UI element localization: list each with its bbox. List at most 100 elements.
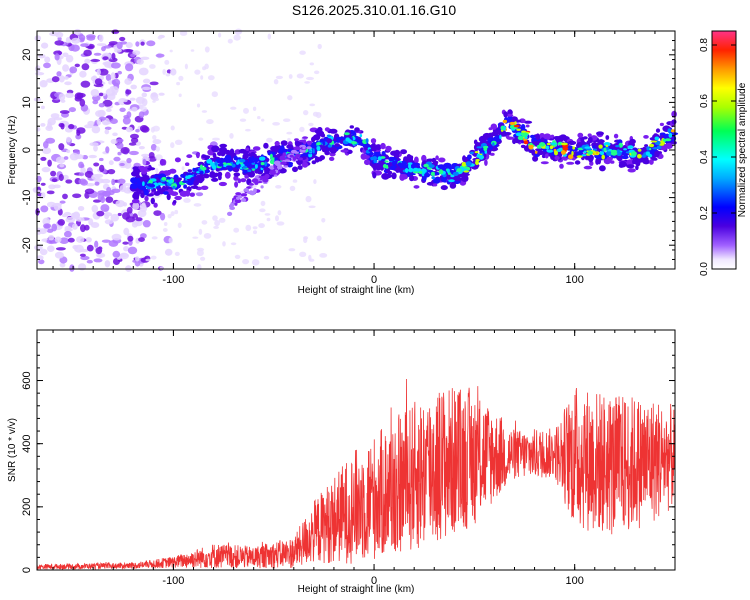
noise-blob bbox=[99, 164, 105, 173]
noise-blob bbox=[89, 142, 99, 147]
noise-blob bbox=[101, 178, 111, 184]
faint-blob bbox=[155, 168, 159, 174]
noise-blob bbox=[72, 193, 82, 199]
noise-blob bbox=[51, 76, 60, 83]
faint-blob bbox=[176, 81, 181, 86]
noise-blob bbox=[140, 233, 147, 239]
noise-blob bbox=[111, 233, 122, 241]
noise-blob bbox=[119, 185, 127, 192]
faint-blob bbox=[207, 75, 215, 81]
ridge-blob bbox=[390, 150, 399, 156]
noise-blob bbox=[101, 239, 111, 243]
ridge-blob bbox=[245, 147, 250, 151]
noise-blob bbox=[43, 141, 49, 149]
noise-blob bbox=[34, 244, 43, 251]
ridge-core-blob bbox=[492, 142, 495, 147]
ridge-blob bbox=[490, 131, 499, 137]
noise-blob bbox=[98, 68, 109, 76]
noise-blob bbox=[64, 225, 72, 231]
faint-blob bbox=[200, 75, 204, 80]
noise-blob bbox=[66, 136, 71, 143]
noise-blob bbox=[40, 156, 47, 161]
ridge-blob bbox=[385, 173, 392, 179]
faint-blob bbox=[155, 154, 163, 161]
ridge-core-blob bbox=[300, 154, 307, 157]
ridge-core-blob bbox=[352, 132, 357, 137]
ridge-core-blob bbox=[456, 168, 462, 172]
colorbar: 0.0 0.2 0.4 0.6 0.8 Normalized spectral ampl… bbox=[699, 30, 748, 276]
noise-blob bbox=[81, 63, 90, 71]
ridge-blob bbox=[147, 167, 156, 171]
ridge-blob bbox=[212, 152, 217, 159]
ridge-blob bbox=[312, 134, 321, 141]
noise-blob bbox=[59, 110, 70, 114]
ridge-blob bbox=[311, 142, 317, 146]
ridge-core-blob bbox=[308, 153, 313, 158]
ridge-blob bbox=[376, 163, 382, 169]
noise-blob bbox=[153, 210, 162, 217]
faint-blob bbox=[203, 233, 212, 239]
ridge-blob bbox=[278, 148, 287, 154]
ridge-core-blob bbox=[562, 146, 569, 151]
noise-blob bbox=[119, 252, 129, 260]
noise-blob bbox=[69, 264, 75, 272]
noise-blob bbox=[142, 220, 151, 228]
ridge-core-blob bbox=[431, 176, 436, 180]
faint-blob bbox=[275, 185, 282, 189]
ridge-blob bbox=[240, 178, 247, 183]
ridge-core-blob bbox=[576, 155, 583, 158]
noise-blob bbox=[80, 224, 86, 233]
ridge-core-blob bbox=[413, 163, 417, 169]
noise-blob bbox=[61, 213, 68, 218]
snr-x-tick-label: 0 bbox=[371, 575, 377, 587]
secondary-blob bbox=[291, 149, 297, 154]
ridge-blob bbox=[362, 154, 370, 160]
noise-blob bbox=[39, 248, 48, 256]
ridge-blob bbox=[566, 161, 575, 165]
ridge-blob bbox=[587, 133, 592, 137]
ridge-core-blob bbox=[370, 156, 375, 160]
noise-blob bbox=[125, 89, 132, 95]
faint-blob bbox=[164, 59, 170, 65]
ridge-core-blob bbox=[438, 169, 444, 175]
noise-blob bbox=[105, 74, 112, 81]
noise-blob bbox=[70, 212, 76, 219]
ridge-blob bbox=[197, 161, 205, 167]
faint-blob bbox=[184, 63, 188, 70]
noise-blob bbox=[41, 166, 51, 173]
ridge-blob bbox=[605, 135, 610, 140]
noise-blob bbox=[40, 123, 46, 127]
ridge-blob bbox=[520, 124, 526, 131]
faint-blob bbox=[309, 62, 314, 66]
ridge-core-blob bbox=[598, 144, 603, 149]
ridge-blob bbox=[455, 177, 463, 181]
ridge-blob bbox=[433, 160, 439, 165]
noise-blob bbox=[75, 217, 85, 222]
ridge-blob bbox=[596, 139, 605, 144]
ridge-blob bbox=[169, 168, 177, 174]
faint-blob bbox=[275, 215, 279, 222]
noise-blob bbox=[79, 253, 86, 257]
ridge-core-blob bbox=[546, 149, 554, 153]
ridge-blob bbox=[141, 168, 147, 175]
noise-blob bbox=[141, 92, 148, 98]
noise-blob bbox=[160, 212, 166, 221]
noise-blob bbox=[96, 210, 105, 217]
noise-blob bbox=[39, 80, 48, 88]
ridge-blob bbox=[174, 195, 182, 201]
noise-blob bbox=[44, 56, 51, 63]
faint-blob bbox=[178, 93, 182, 98]
ridge-blob bbox=[163, 191, 169, 195]
ridge-core-blob bbox=[647, 153, 653, 158]
faint-blob bbox=[198, 137, 204, 141]
noise-blob bbox=[105, 146, 110, 154]
ridge-blob bbox=[189, 192, 195, 197]
ridge-core-blob bbox=[546, 142, 552, 146]
ridge-blob bbox=[613, 133, 619, 139]
spectrogram-x-axis-label: Height of straight line (km) bbox=[298, 285, 415, 296]
secondary-blob bbox=[269, 169, 276, 175]
faint-blob bbox=[263, 255, 270, 260]
ridge-blob bbox=[247, 171, 256, 178]
ridge-blob bbox=[144, 195, 149, 202]
spec-y-tick-label: 20 bbox=[21, 49, 33, 61]
